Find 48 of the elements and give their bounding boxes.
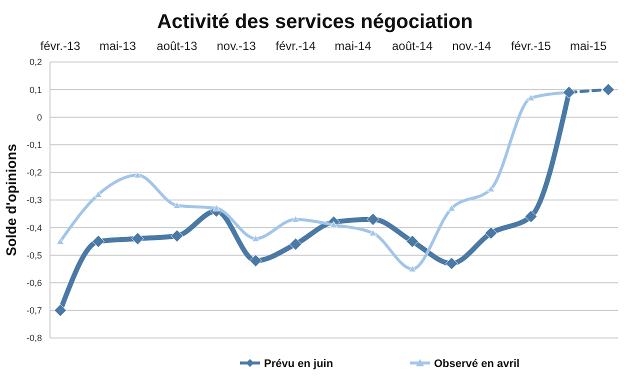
point: [173, 202, 181, 209]
y-axis-title: Solde d'opinions: [3, 144, 19, 256]
point: [366, 213, 380, 226]
y-tick-label: -0,5: [26, 250, 42, 260]
point: [406, 235, 419, 248]
y-tick-label: 0: [36, 112, 42, 122]
y-tick-label: 0,1: [29, 84, 42, 95]
point: [94, 190, 102, 198]
point: [170, 230, 184, 242]
point: [292, 216, 300, 222]
point: [527, 94, 535, 101]
point: [448, 204, 456, 212]
y-tick-label: -0,3: [26, 195, 42, 206]
legend-label: Prévu en juin: [264, 358, 334, 370]
x-tick-label: mai-13: [99, 39, 136, 53]
point: [487, 185, 495, 192]
legend-label: Observé en avril: [434, 358, 520, 370]
x-tick-label: août-14: [392, 39, 434, 53]
y-tick-label: -0,1: [26, 140, 42, 150]
y-tick-label: -0,8: [26, 333, 42, 344]
point: [408, 265, 416, 272]
x-tick-label: févr.-14: [276, 39, 316, 53]
y-tick-label: -0,7: [26, 306, 42, 316]
x-tick-label: févr.-15: [510, 39, 552, 53]
x-tick-label: août-13: [156, 39, 198, 53]
x-tick-label: mai-14: [334, 39, 372, 53]
point: [289, 238, 302, 250]
point: [131, 232, 144, 245]
point: [484, 226, 498, 240]
point: [445, 257, 458, 270]
point: [56, 238, 64, 244]
y-tick-label: 0,2: [29, 57, 42, 68]
x-tick-label: févr.-13: [40, 39, 81, 53]
point: [134, 171, 142, 178]
y-tick-label: -0,6: [26, 278, 42, 288]
y-tick-label: -0,2: [26, 168, 42, 178]
point: [54, 304, 67, 317]
x-tick-label: mai-15: [570, 39, 608, 53]
x-tick-label: nov.-13: [216, 39, 256, 53]
point: [92, 235, 105, 248]
point: [524, 210, 538, 223]
x-tick-label: nov.-14: [452, 39, 492, 53]
y-tick-label: -0,4: [26, 222, 42, 233]
point: [249, 254, 262, 267]
point: [369, 229, 377, 236]
point: [252, 234, 260, 242]
point: [602, 83, 615, 96]
chart-title: Activité des services négociation: [157, 11, 473, 33]
